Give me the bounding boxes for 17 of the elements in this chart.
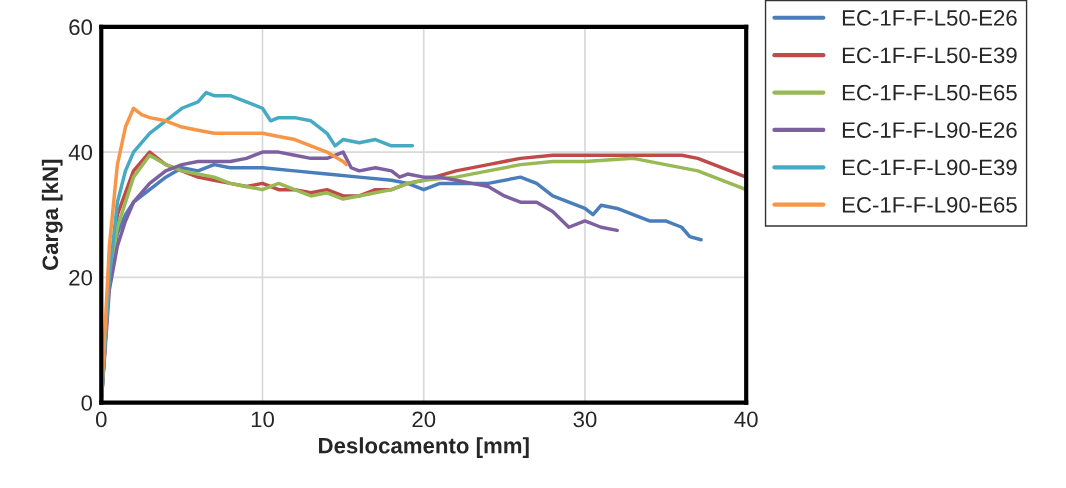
y-tick-label: 0 — [81, 395, 93, 411]
legend-label: EC-1F-F-L50-E26 — [842, 10, 1017, 26]
legend-label: EC-1F-F-L90-E65 — [842, 196, 1017, 213]
legend-label: EC-1F-F-L90-E26 — [842, 122, 1017, 138]
x-tick-label: 30 — [573, 411, 597, 428]
y-tick-label: 40 — [68, 144, 93, 161]
y-axis-title: Carga [kN] — [41, 159, 63, 270]
x-axis-title: Deslocamento [mm] — [319, 437, 529, 458]
legend-label: EC-1F-F-L50-E39 — [842, 47, 1017, 64]
legend-label: EC-1F-F-L50-E65 — [842, 84, 1017, 101]
x-tick-label: 10 — [251, 411, 274, 428]
y-tick-label: 60 — [69, 19, 93, 36]
x-tick-label: 20 — [412, 411, 436, 428]
x-tick-label: 0 — [95, 411, 107, 428]
y-tick-label: 20 — [69, 269, 93, 286]
x-tick-label: 40 — [734, 411, 758, 428]
legend-label: EC-1F-F-L90-E39 — [842, 159, 1017, 176]
